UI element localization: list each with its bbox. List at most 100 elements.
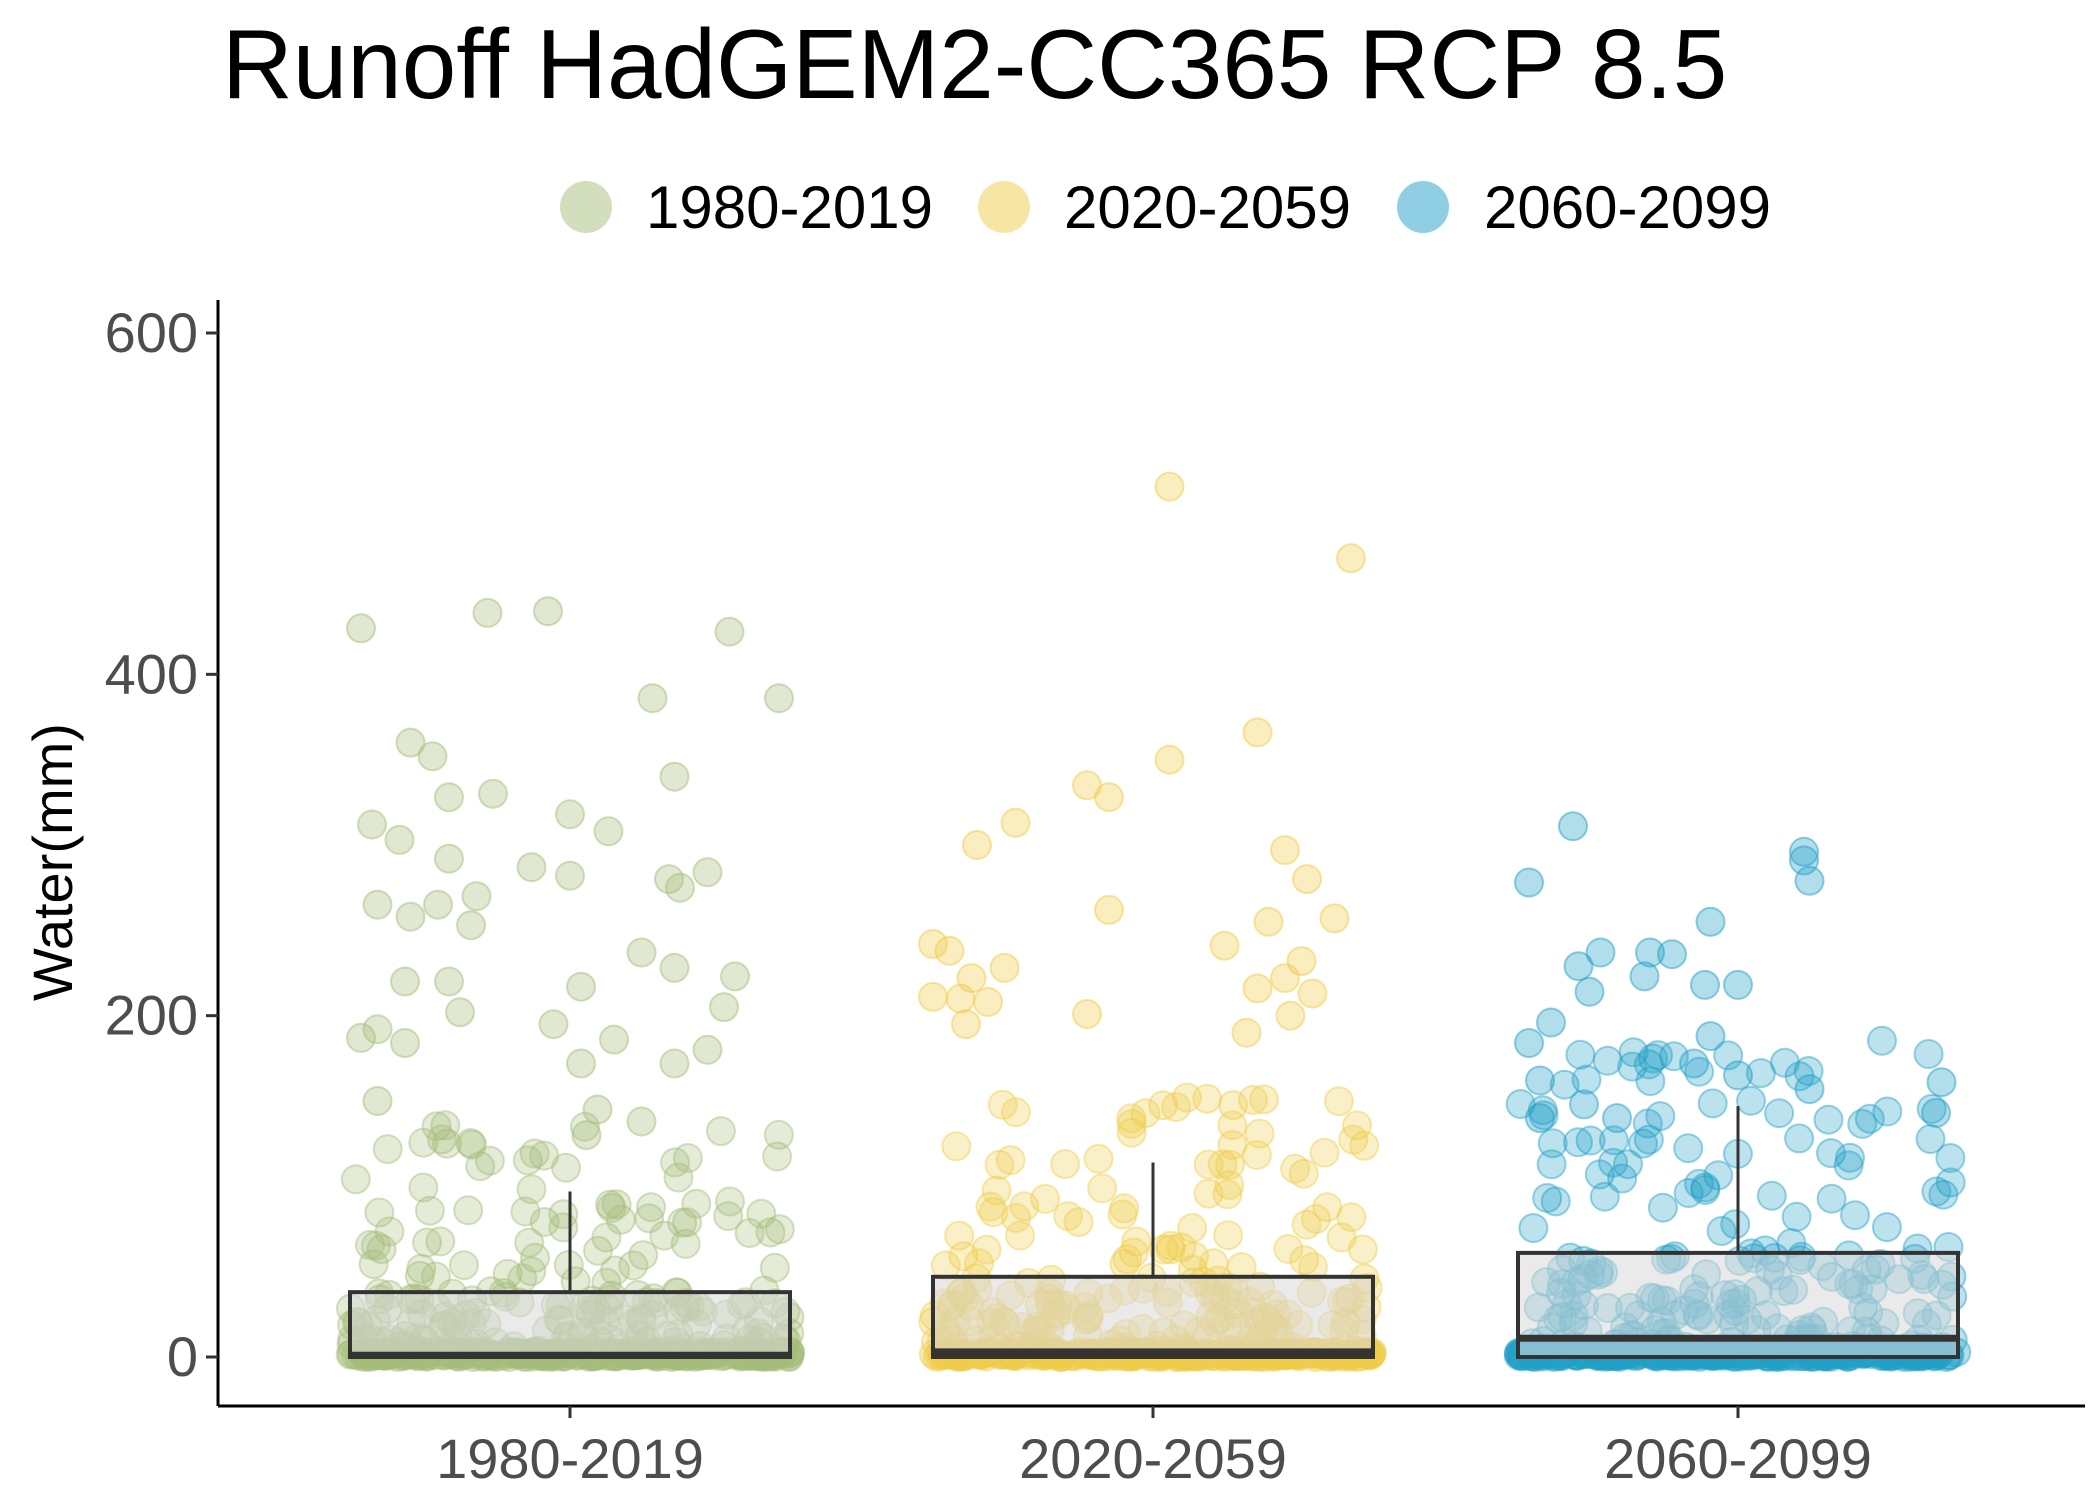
jitter-point bbox=[425, 1226, 456, 1257]
jitter-point bbox=[1647, 1192, 1678, 1223]
jitter-point bbox=[762, 1141, 793, 1172]
jitter-point bbox=[1116, 1108, 1147, 1139]
outlier-point bbox=[1794, 865, 1825, 896]
outlier-point bbox=[1319, 903, 1350, 934]
outlier-point bbox=[714, 616, 745, 647]
jitter-point bbox=[372, 1134, 403, 1165]
jitter-point bbox=[1745, 1058, 1776, 1089]
jitter-point bbox=[660, 1147, 690, 1178]
outlier-point bbox=[1514, 1028, 1544, 1058]
outlier-point bbox=[1723, 1060, 1753, 1091]
jitter-point bbox=[1756, 1180, 1787, 1211]
jitter-point bbox=[764, 1214, 795, 1245]
jitter-point bbox=[1549, 1069, 1580, 1100]
jitter-point bbox=[1192, 1083, 1223, 1114]
jitter-point bbox=[1816, 1183, 1847, 1214]
outlier-point bbox=[417, 741, 448, 772]
jitter-point bbox=[1816, 1138, 1846, 1169]
jitter-point bbox=[1207, 1149, 1238, 1180]
jitter-point bbox=[1107, 1199, 1138, 1230]
outlier-point bbox=[434, 843, 464, 874]
box-1980-2019 bbox=[348, 1290, 792, 1359]
outlier-point bbox=[1270, 835, 1300, 866]
outlier-point bbox=[456, 910, 486, 941]
outlier-point bbox=[533, 596, 563, 627]
x-tick-label: 2020-2059 bbox=[1019, 1427, 1287, 1490]
outlier-point bbox=[1794, 1074, 1825, 1105]
jitter-point bbox=[1518, 1213, 1549, 1243]
legend-item-2020-2059: 2020-2059 bbox=[978, 174, 1351, 241]
outlier-point bbox=[1789, 836, 1819, 867]
jitter-point bbox=[449, 1250, 479, 1281]
jitter-point bbox=[1613, 1149, 1643, 1180]
jitter-point bbox=[340, 1164, 371, 1195]
jitter-point bbox=[408, 1127, 439, 1158]
outlier-point bbox=[434, 782, 464, 813]
outlier-point bbox=[1695, 906, 1726, 937]
jitter-point bbox=[1087, 1173, 1118, 1204]
jitter-point bbox=[358, 1249, 389, 1280]
outlier-point bbox=[1536, 1007, 1566, 1038]
y-axis-title: Water(mm) bbox=[21, 723, 84, 1001]
jitter-point bbox=[663, 1162, 694, 1193]
jitter-point bbox=[713, 1201, 744, 1232]
jitter-point bbox=[1289, 1245, 1320, 1276]
outlier-point bbox=[445, 997, 475, 1028]
jitter-point bbox=[404, 1260, 435, 1291]
y-tick-label: 600 bbox=[105, 301, 198, 364]
x-tick-label: 1980-2019 bbox=[436, 1427, 704, 1490]
jitter-point bbox=[453, 1195, 484, 1226]
outlier-point bbox=[1695, 1021, 1726, 1052]
outlier-point bbox=[1921, 1097, 1951, 1128]
jitter-point bbox=[1172, 1082, 1202, 1113]
jitter-point bbox=[672, 1143, 703, 1173]
outlier-point bbox=[934, 935, 965, 966]
jitter-point bbox=[412, 1227, 442, 1258]
outlier-point bbox=[362, 1014, 393, 1045]
outlier-point bbox=[989, 952, 1020, 983]
jitter-point bbox=[421, 1111, 452, 1142]
chart-title: Runoff HadGEM2-CC365 RCP 8.5 bbox=[222, 9, 1727, 119]
jitter-point bbox=[1217, 1130, 1248, 1160]
outlier-point bbox=[1094, 894, 1124, 925]
jitter-point bbox=[1563, 1127, 1593, 1158]
jitter-point bbox=[1000, 1097, 1031, 1128]
jitter-point bbox=[1217, 1110, 1248, 1141]
jitter-point bbox=[1193, 1149, 1224, 1180]
jitter-point bbox=[1148, 1090, 1179, 1121]
outlier-point bbox=[516, 852, 547, 883]
jitter-point bbox=[759, 1252, 790, 1283]
jitter-point bbox=[1155, 1230, 1186, 1261]
jitter-point bbox=[1813, 1104, 1844, 1135]
jitter-point bbox=[516, 1256, 547, 1287]
jitter-point bbox=[1009, 1191, 1040, 1222]
jitter-point bbox=[681, 1188, 712, 1219]
jitter-point bbox=[636, 1192, 667, 1223]
jitter-point bbox=[591, 1222, 622, 1253]
jitter-point bbox=[1589, 1181, 1620, 1212]
jitter-point bbox=[408, 1172, 439, 1203]
outlier-point bbox=[390, 966, 420, 997]
jitter-point bbox=[1645, 1101, 1676, 1132]
jitter-point bbox=[406, 1253, 437, 1284]
jitter-point bbox=[1291, 1209, 1322, 1240]
box-2020-2059 bbox=[931, 1274, 1375, 1359]
jitter-point bbox=[672, 1207, 703, 1238]
jitter-point bbox=[1130, 1098, 1161, 1129]
jitter-point bbox=[1301, 1204, 1331, 1234]
jitter-point bbox=[1244, 1118, 1275, 1149]
jitter-point bbox=[1632, 1108, 1663, 1139]
outlier-point bbox=[357, 809, 387, 840]
jitter-point bbox=[628, 1240, 659, 1271]
outlier-point bbox=[692, 1034, 723, 1065]
jitter-point bbox=[1565, 1039, 1596, 1070]
jitter-point bbox=[1872, 1096, 1903, 1127]
jitter-point bbox=[1193, 1178, 1224, 1209]
jitter-point bbox=[1847, 1108, 1878, 1139]
outlier-point bbox=[582, 1094, 613, 1125]
outlier-point bbox=[1563, 951, 1594, 982]
jitter-point bbox=[1349, 1130, 1380, 1161]
jitter-point bbox=[474, 1145, 505, 1176]
outlier-point bbox=[1253, 906, 1284, 937]
outlier-point bbox=[918, 981, 948, 1012]
